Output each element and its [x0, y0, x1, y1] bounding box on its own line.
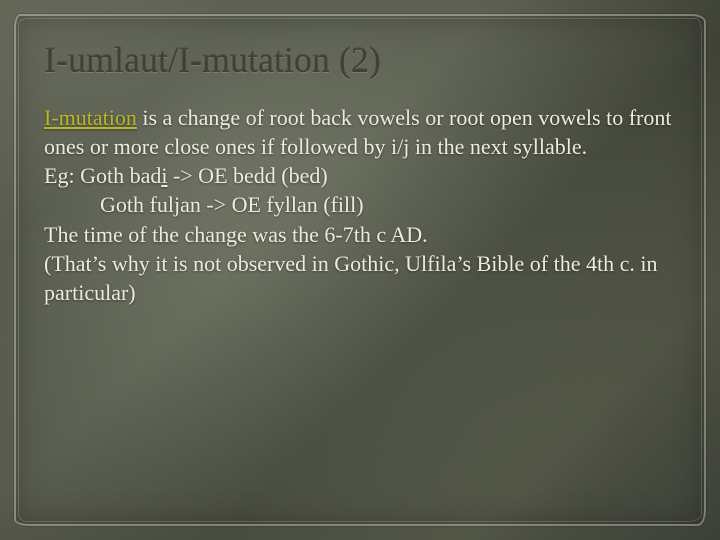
slide-body: I-mutation is a change of root back vowe…: [44, 103, 676, 306]
definition-text-2: in the next syllable.: [409, 134, 587, 159]
example-1-line: Eg: Goth badi -> OE bedd (bed): [44, 161, 676, 190]
time-line: The time of the change was the 6-7th c A…: [44, 220, 676, 249]
example-2b: an -> OE fyllan (fill): [180, 192, 363, 217]
definition-paragraph: I-mutation is a change of root back vowe…: [44, 103, 676, 161]
ij-literal: i/j: [391, 134, 409, 159]
example-1b: -> OE bedd (bed): [167, 163, 327, 188]
note-line: (That’s why it is not observed in Gothic…: [44, 249, 676, 307]
key-term: I-mutation: [44, 105, 137, 130]
slide: I-umlaut/I-mutation (2) I-mutation is a …: [0, 0, 720, 540]
example-2-line: Goth fuljan -> OE fyllan (fill): [44, 190, 676, 219]
example-1a: Goth bad: [80, 163, 161, 188]
example-2a: Goth ful: [100, 192, 174, 217]
slide-title: I-umlaut/I-mutation (2): [44, 40, 676, 81]
example-label: Eg:: [44, 163, 80, 188]
